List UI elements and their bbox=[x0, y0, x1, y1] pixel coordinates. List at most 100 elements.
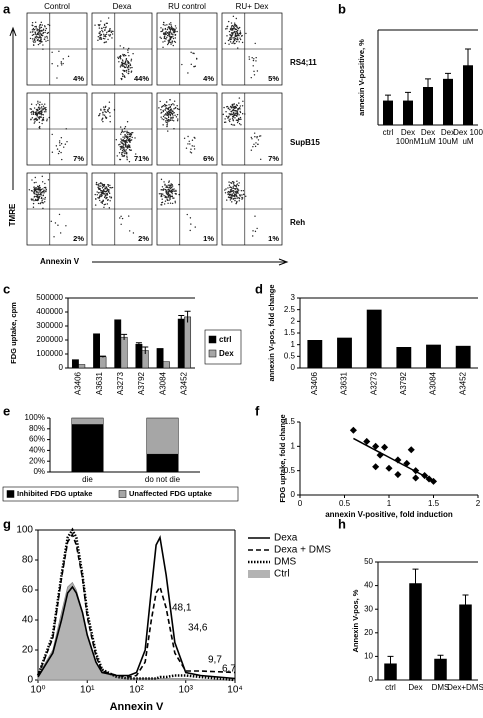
cell-dot bbox=[234, 188, 236, 190]
cell-dot bbox=[241, 196, 243, 199]
cell-dot bbox=[127, 60, 130, 63]
bar bbox=[384, 663, 397, 680]
cell-dot bbox=[237, 120, 240, 122]
cell-dot bbox=[233, 192, 235, 194]
cell-dot bbox=[163, 114, 166, 116]
error-bar bbox=[425, 78, 431, 96]
cell-dot bbox=[171, 202, 174, 205]
cell-dot bbox=[236, 187, 238, 189]
percent-label: 4% bbox=[203, 74, 214, 83]
error-bar bbox=[178, 315, 185, 323]
cell-dot bbox=[172, 37, 175, 40]
cell-dot bbox=[103, 35, 105, 37]
cell-dot bbox=[36, 33, 38, 36]
cell-dot bbox=[99, 34, 101, 36]
cell-dot bbox=[101, 190, 103, 192]
cell-dot bbox=[170, 32, 173, 34]
cell-dot bbox=[185, 147, 188, 149]
cell-dot bbox=[125, 149, 127, 151]
gated-population bbox=[252, 215, 258, 237]
cell-dot bbox=[97, 183, 100, 185]
cell-dot bbox=[237, 47, 239, 49]
cell-dot bbox=[104, 105, 107, 108]
cell-dot bbox=[96, 191, 98, 193]
cell-dot bbox=[260, 158, 262, 161]
error-bar bbox=[387, 655, 394, 671]
bar bbox=[184, 316, 192, 369]
cell-dot bbox=[58, 142, 61, 144]
cell-dot bbox=[164, 27, 167, 30]
cell-dot bbox=[254, 145, 257, 148]
x-tick-label: do not die bbox=[145, 475, 181, 484]
cell-dot bbox=[236, 183, 239, 185]
cell-dot bbox=[111, 33, 114, 35]
cell-dot bbox=[35, 37, 37, 39]
cell-dot bbox=[232, 15, 235, 18]
cell-dot bbox=[99, 32, 101, 35]
y-tick-label: 400000 bbox=[36, 307, 63, 316]
cell-dot bbox=[230, 38, 232, 41]
cell-dot bbox=[193, 148, 196, 150]
cell-dot bbox=[128, 215, 130, 217]
cell-dot bbox=[43, 107, 45, 109]
cell-dot bbox=[60, 151, 62, 154]
cell-dot bbox=[125, 69, 128, 72]
cell-dot bbox=[40, 34, 43, 37]
cell-dot bbox=[236, 121, 239, 124]
bar bbox=[409, 583, 422, 680]
cell-dot bbox=[110, 31, 113, 34]
cell-dot bbox=[31, 29, 34, 31]
y-tick-label: 20 bbox=[364, 628, 373, 637]
error-bar bbox=[412, 568, 419, 598]
cell-dot bbox=[235, 193, 237, 195]
gated-population bbox=[248, 42, 259, 79]
cell-dot bbox=[193, 145, 195, 147]
cell-dot bbox=[95, 181, 98, 184]
cell-dot bbox=[128, 148, 131, 151]
cell-dot bbox=[256, 137, 258, 139]
cell-dot bbox=[191, 139, 194, 141]
cell-dot bbox=[162, 124, 164, 126]
cell-dot bbox=[168, 32, 170, 35]
cell-dot bbox=[37, 199, 39, 201]
bar bbox=[177, 318, 185, 369]
cell-dot bbox=[36, 193, 38, 196]
cell-dot bbox=[30, 119, 32, 121]
y-axis-label: annexin V-pos, fold change bbox=[267, 284, 276, 381]
cell-dot bbox=[41, 199, 43, 202]
cell-dot bbox=[108, 191, 110, 193]
y-axis-label: annexin V-positive, % bbox=[357, 39, 366, 116]
error-bar bbox=[462, 594, 469, 614]
cell-dot bbox=[229, 37, 231, 40]
cell-dot bbox=[168, 120, 171, 122]
cell-dot bbox=[130, 60, 132, 62]
cell-dot bbox=[253, 74, 256, 76]
cell-dot bbox=[51, 63, 53, 65]
cell-dot bbox=[188, 140, 190, 142]
cell-dot bbox=[132, 232, 135, 234]
bar bbox=[71, 359, 79, 369]
cell-dot bbox=[121, 64, 124, 66]
cell-dot bbox=[172, 197, 174, 199]
cell-dot bbox=[36, 196, 38, 198]
cell-dot bbox=[161, 198, 163, 200]
y-tick-label: 20 bbox=[22, 645, 34, 656]
cell-dot bbox=[175, 189, 177, 192]
cell-dot bbox=[238, 26, 241, 29]
cell-dot bbox=[227, 187, 229, 189]
cell-dot bbox=[100, 27, 103, 29]
cell-dot bbox=[170, 43, 172, 45]
cell-dot bbox=[234, 199, 236, 202]
cell-dot bbox=[169, 119, 172, 122]
percent-label: 6% bbox=[203, 154, 214, 163]
cell-dot bbox=[165, 121, 167, 124]
cell-dot bbox=[236, 180, 238, 182]
cell-dot bbox=[60, 143, 63, 145]
cell-dot bbox=[169, 187, 172, 190]
cell-cloud bbox=[94, 17, 114, 44]
cell-dot bbox=[238, 118, 241, 121]
column-title: RU+ Dex bbox=[236, 2, 269, 11]
cell-dot bbox=[30, 198, 33, 200]
cell-dot bbox=[99, 194, 101, 196]
cell-dot bbox=[41, 119, 43, 122]
